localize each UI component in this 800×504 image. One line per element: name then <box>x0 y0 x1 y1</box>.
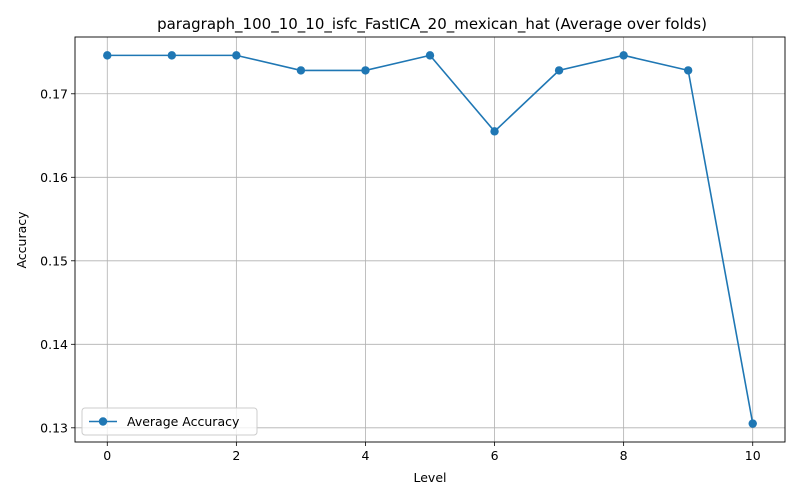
x-tick-label: 4 <box>361 448 369 463</box>
data-point <box>425 51 435 60</box>
data-point <box>103 51 112 60</box>
y-tick-label: 0.16 <box>40 170 68 185</box>
legend-marker-swatch <box>98 417 108 426</box>
data-point <box>361 66 370 75</box>
chart-title: paragraph_100_10_10_isfc_FastICA_20_mexi… <box>157 15 707 34</box>
y-axis-label: Accuracy <box>14 211 29 269</box>
data-point <box>748 419 757 428</box>
x-tick-label: 8 <box>620 448 628 463</box>
data-point <box>554 66 564 75</box>
data-point <box>683 66 693 75</box>
y-tick-label: 0.14 <box>40 337 68 352</box>
x-tick-label: 6 <box>491 448 499 463</box>
series-markers <box>103 51 757 428</box>
axes-frame <box>74 36 786 443</box>
axis-ticks: 0 2 4 6 8 10 0.13 0.14 0.15 0.16 0.17 <box>40 86 761 463</box>
legend-label-average-accuracy: Average Accuracy <box>127 414 240 429</box>
x-tick-label: 10 <box>745 448 761 463</box>
x-tick-label: 0 <box>103 448 111 463</box>
data-point <box>296 66 306 75</box>
grid-lines <box>75 37 785 442</box>
y-tick-label: 0.15 <box>40 253 68 268</box>
x-axis-label: Level <box>414 470 447 485</box>
data-point <box>619 51 628 60</box>
data-point <box>490 127 499 136</box>
x-tick-label: 2 <box>232 448 240 463</box>
legend: Average Accuracy <box>81 407 258 436</box>
y-tick-label: 0.13 <box>40 420 68 435</box>
series-line-average-accuracy <box>107 54 754 424</box>
data-point <box>167 51 177 60</box>
y-tick-label: 0.17 <box>40 86 68 101</box>
legend-box <box>81 407 258 436</box>
data-point <box>232 51 241 60</box>
